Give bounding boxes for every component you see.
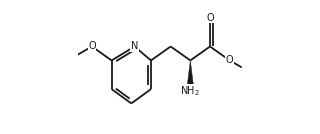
Text: NH$_2$: NH$_2$ (180, 84, 200, 98)
Polygon shape (188, 60, 193, 84)
Text: N: N (131, 42, 138, 51)
Text: O: O (226, 55, 234, 65)
Text: O: O (206, 13, 214, 23)
Text: O: O (88, 42, 96, 51)
